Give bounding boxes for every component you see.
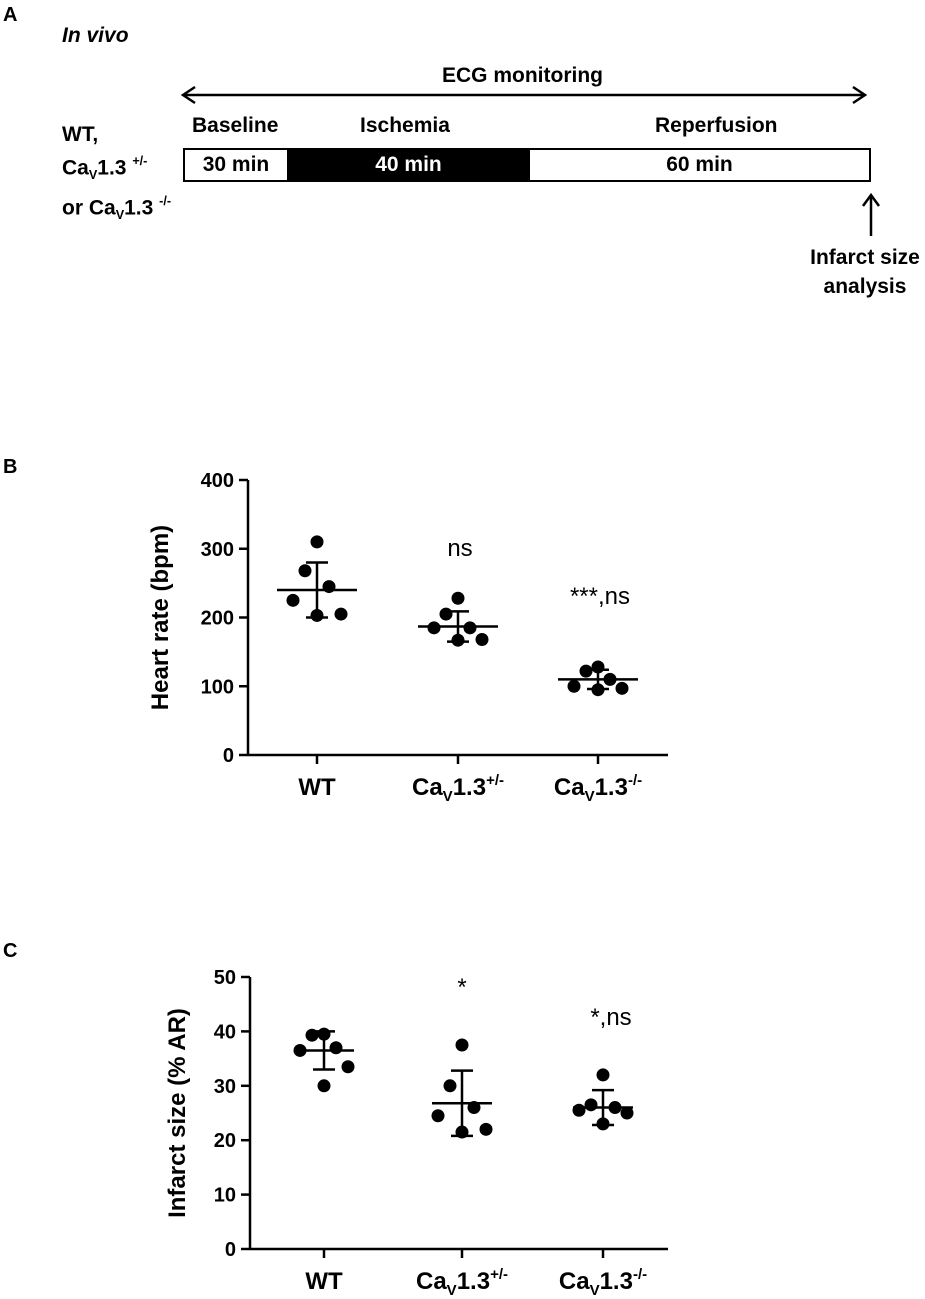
group-labels: WT, CaV1.3 +/- or CaV1.3 -/- — [62, 122, 171, 228]
y-axis-label: Infarct size (% AR) — [164, 1008, 191, 1218]
data-point — [286, 593, 300, 607]
phase-baseline-box: 30 min — [183, 148, 289, 182]
y-tick-label: 50 — [214, 967, 236, 989]
panel-a-letter: A — [3, 4, 18, 26]
y-tick-label: 30 — [214, 1076, 236, 1098]
data-point — [567, 679, 581, 693]
y-tick-label: 20 — [214, 1130, 236, 1152]
y-tick-label: 200 — [201, 608, 234, 630]
data-point — [463, 621, 477, 635]
data-point — [479, 1122, 493, 1136]
endpoint-label: Infarct size analysis — [810, 246, 920, 298]
y-tick-label: 10 — [214, 1185, 236, 1207]
x-tick-label: CaV1.3+/- — [412, 772, 504, 805]
ecg-monitoring-arrow — [180, 85, 868, 105]
y-tick-label: 300 — [201, 539, 234, 561]
data-point — [615, 681, 629, 695]
data-point — [298, 564, 312, 578]
panel-a-subtitle: In vivo — [62, 24, 129, 47]
x-tick-label: CaV1.3-/- — [559, 1266, 647, 1299]
significance-label: * — [457, 974, 466, 1001]
y-tick-label: 0 — [225, 1239, 236, 1261]
phase-reperfusion-box: 60 min — [528, 148, 871, 182]
data-point — [475, 633, 489, 646]
data-point — [310, 535, 324, 549]
data-point — [467, 1101, 481, 1115]
data-point — [305, 1028, 319, 1042]
data-point — [451, 591, 465, 605]
y-axis-label: Heart rate (bpm) — [147, 525, 174, 710]
y-tick-label: 40 — [214, 1021, 236, 1043]
data-point — [591, 683, 605, 697]
data-point — [322, 580, 336, 594]
group-label-wt: WT, — [62, 123, 99, 146]
data-point — [310, 608, 324, 622]
group-label-ko: or CaV1.3 -/- — [62, 193, 172, 222]
group-label-het: CaV1.3 +/- — [62, 154, 148, 182]
data-point — [608, 1101, 622, 1115]
data-point — [591, 660, 605, 674]
phase-ischemia-label: Ischemia — [360, 114, 450, 137]
x-tick-label: CaV1.3-/- — [554, 772, 642, 805]
data-point — [341, 1060, 355, 1074]
data-point — [603, 672, 617, 686]
data-point — [431, 1109, 445, 1123]
data-point — [455, 1125, 469, 1139]
x-tick-label: WT — [305, 1268, 343, 1295]
panel-b-letter: B — [3, 456, 18, 478]
data-point — [317, 1079, 331, 1093]
y-tick-label: 100 — [201, 676, 234, 698]
y-tick-label: 0 — [223, 745, 234, 767]
data-point — [451, 633, 465, 647]
data-point — [596, 1068, 610, 1082]
data-point — [439, 607, 453, 621]
data-point — [443, 1079, 457, 1093]
ecg-monitoring-label: ECG monitoring — [442, 64, 603, 87]
y-tick-label: 400 — [201, 470, 234, 492]
x-tick-label: CaV1.3+/- — [416, 1266, 508, 1299]
panel-c-letter: C — [3, 940, 18, 962]
endpoint-arrow — [861, 192, 881, 236]
data-point — [334, 607, 348, 621]
data-point — [427, 621, 441, 635]
data-point — [293, 1043, 307, 1057]
x-tick-label: WT — [298, 774, 336, 801]
heart-rate-chart: 0 100 200 300 400 Heart rate (bpm) WT CaV1.3+/-… — [147, 470, 668, 805]
data-point — [584, 1098, 598, 1112]
phase-reperfusion-label: Reperfusion — [655, 114, 778, 137]
data-point — [579, 664, 593, 678]
data-point — [596, 1117, 610, 1131]
significance-label: *,ns — [590, 1004, 631, 1031]
phase-baseline-label: Baseline — [192, 114, 279, 137]
significance-label: ***,ns — [570, 583, 630, 610]
data-point — [620, 1106, 634, 1120]
significance-label: ns — [447, 535, 472, 562]
data-point — [455, 1038, 469, 1052]
infarct-size-chart: 0 10 20 30 40 50 Infarct size (% AR) WT CaV1.3+/… — [164, 967, 668, 1299]
data-point — [329, 1041, 343, 1055]
phase-ischemia-box: 40 min — [287, 148, 530, 182]
data-point — [317, 1027, 331, 1041]
data-point — [572, 1103, 586, 1117]
